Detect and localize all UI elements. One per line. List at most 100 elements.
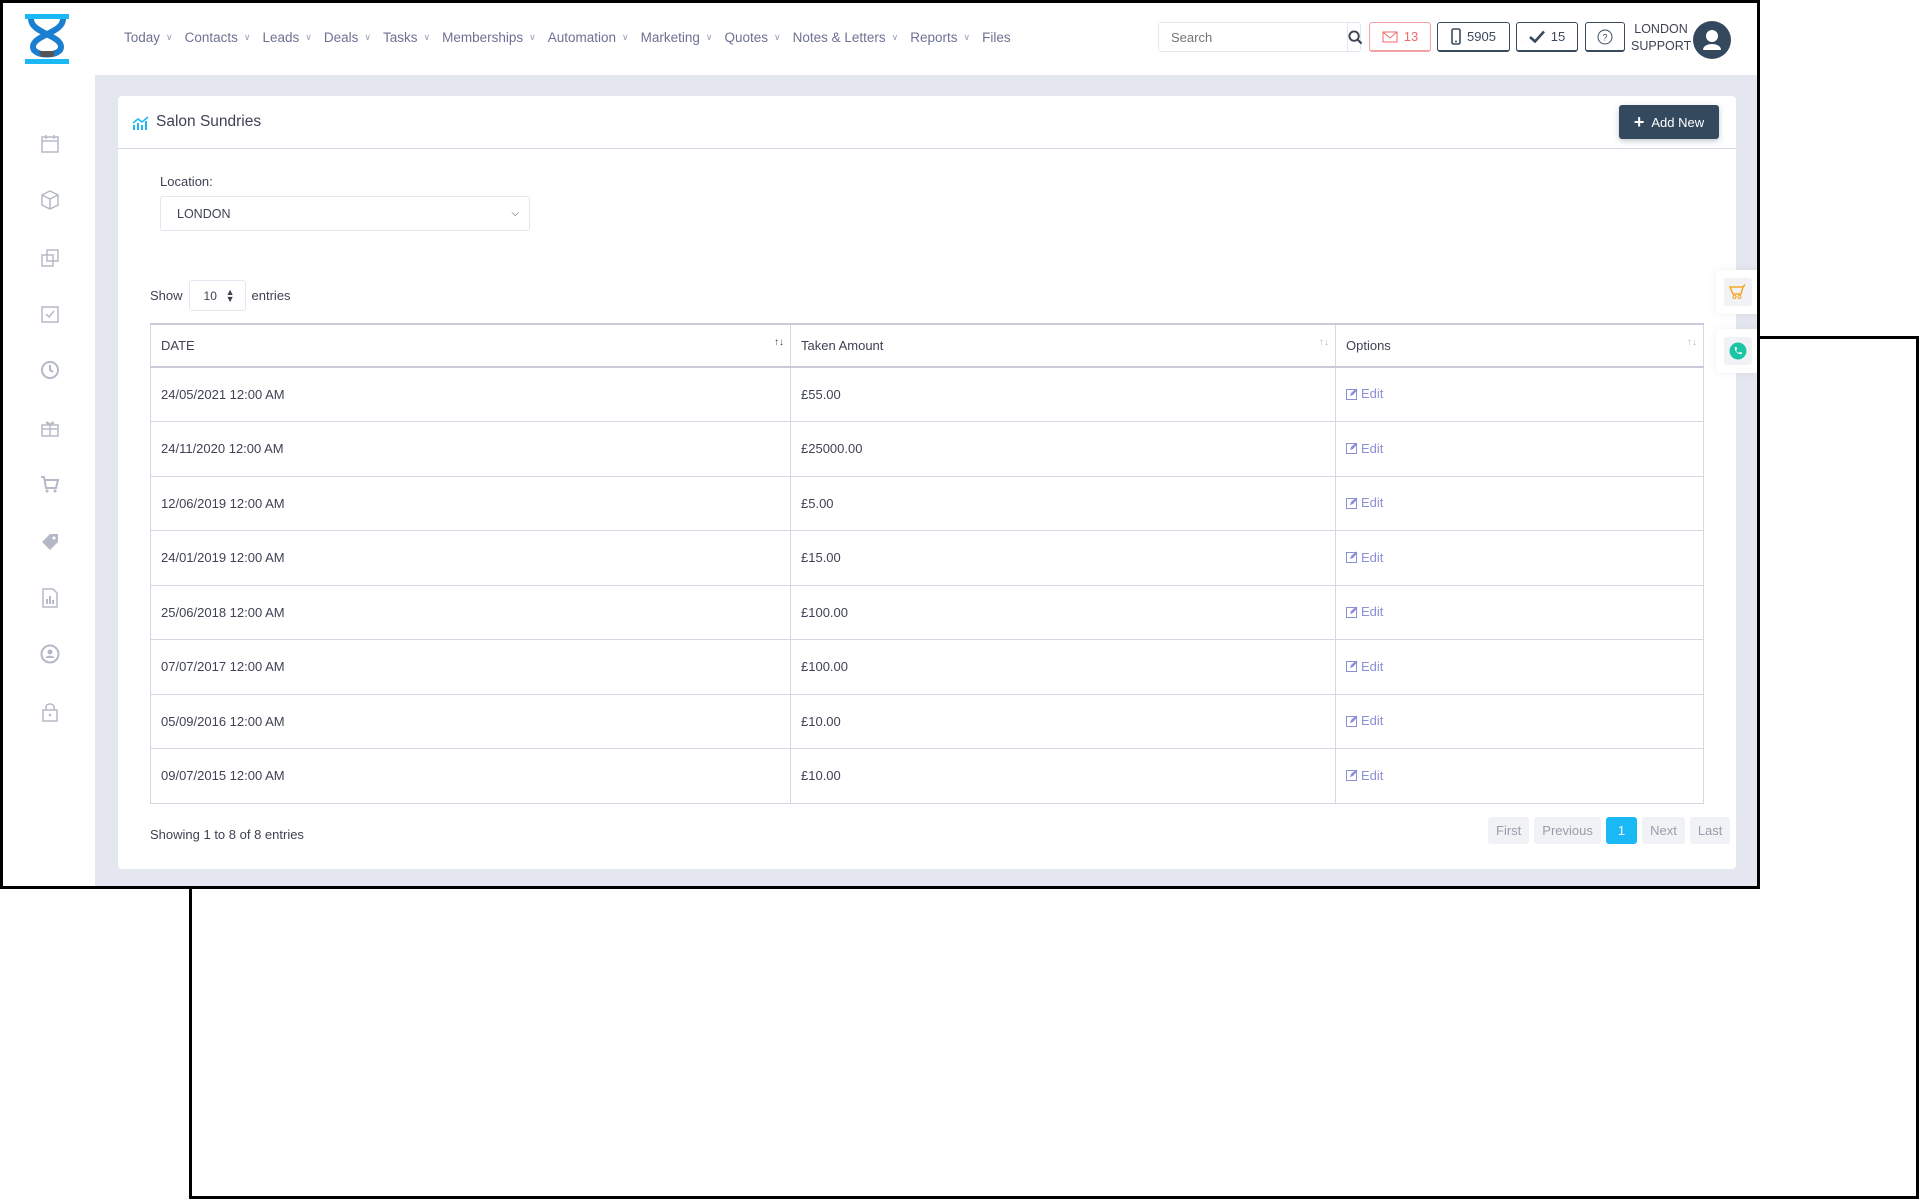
amount-cell: £25000.00	[790, 421, 1336, 477]
entries-label: entries	[251, 288, 291, 303]
chevron-down-icon: ∨	[774, 32, 781, 42]
sort-icon: ↑↓	[774, 337, 784, 348]
table-row: 24/01/2019 12:00 AM £15.00 Edit	[150, 530, 1704, 586]
options-cell: Edit	[1335, 748, 1704, 804]
user-line-2: SUPPORT	[1631, 39, 1692, 53]
edit-label: Edit	[1361, 767, 1384, 783]
nav-item-reports[interactable]: Reports ∨	[910, 30, 970, 45]
mail-icon	[1382, 31, 1398, 42]
edit-icon	[1346, 442, 1358, 454]
tags-icon[interactable]	[39, 531, 61, 553]
column-header-amount[interactable]: Taken Amount ↑↓	[790, 323, 1336, 368]
tasks-count: 15	[1550, 29, 1566, 44]
user-line-1: LONDON	[1634, 22, 1688, 36]
user-circle-icon[interactable]	[39, 643, 61, 665]
nav-item-quotes[interactable]: Quotes ∨	[725, 30, 781, 45]
page-1-button[interactable]: 1	[1605, 817, 1638, 844]
nav-item-notes-letters[interactable]: Notes & Letters ∨	[793, 30, 899, 45]
user-name[interactable]: LONDON SUPPORT	[1631, 21, 1691, 55]
nav-item-marketing[interactable]: Marketing ∨	[641, 30, 713, 45]
edit-link[interactable]: Edit	[1346, 386, 1383, 401]
location-select[interactable]: LONDON ⌵	[160, 196, 530, 231]
nav-label: Leads	[262, 30, 300, 45]
next-page-button[interactable]: Next	[1642, 817, 1685, 844]
page-length-value: 10	[203, 288, 217, 303]
last-page-button[interactable]: Last	[1689, 817, 1731, 844]
chevron-down-icon: ∨	[529, 32, 536, 42]
chart-line-icon	[132, 116, 149, 130]
first-page-button[interactable]: First	[1488, 817, 1530, 844]
date-cell: 25/06/2018 12:00 AM	[150, 584, 791, 640]
card-header: Salon Sundries + Add New	[118, 96, 1736, 149]
edit-link[interactable]: Edit	[1346, 713, 1383, 728]
main-nav: Today ∨ Contacts ∨ Leads ∨ Deals ∨ Tasks ∨ Members…	[124, 30, 1023, 45]
edit-link[interactable]: Edit	[1346, 550, 1383, 565]
date-cell: 05/09/2016 12:00 AM	[150, 693, 791, 749]
plus-icon: +	[1633, 111, 1645, 132]
location-value: LONDON	[177, 206, 231, 221]
app-window: Today ∨ Contacts ∨ Leads ∨ Deals ∨ Tasks ∨ Members…	[0, 0, 1760, 889]
box-icon[interactable]	[39, 189, 61, 211]
cart-widget[interactable]	[1716, 270, 1757, 314]
help-icon: ?	[1597, 29, 1613, 44]
nav-label: Today	[124, 30, 161, 45]
previous-page-button[interactable]: Previous	[1534, 817, 1601, 844]
report-icon[interactable]	[39, 587, 61, 609]
edit-link[interactable]: Edit	[1346, 604, 1383, 619]
options-cell: Edit	[1335, 639, 1704, 695]
column-header-date[interactable]: DATE ↑↓	[150, 323, 791, 368]
nav-item-tasks[interactable]: Tasks ∨	[383, 30, 430, 45]
search-icon[interactable]	[1347, 23, 1363, 51]
search-input[interactable]	[1159, 23, 1347, 51]
nav-item-contacts[interactable]: Contacts ∨	[185, 30, 251, 45]
chevron-down-icon: ∨	[364, 32, 371, 42]
edit-icon	[1346, 551, 1358, 563]
nav-label: Automation	[547, 30, 617, 45]
avatar[interactable]	[1693, 21, 1731, 59]
nav-label: Quotes	[724, 30, 769, 45]
lock-icon[interactable]	[39, 701, 61, 723]
date-cell: 24/11/2020 12:00 AM	[150, 421, 791, 477]
cart-icon[interactable]	[39, 473, 61, 495]
sidebar	[3, 75, 95, 886]
page-length-select[interactable]: 10 ▲ ▼	[188, 280, 246, 311]
nav-item-deals[interactable]: Deals ∨	[324, 30, 371, 45]
table-row: 09/07/2015 12:00 AM £10.00 Edit	[150, 748, 1704, 804]
chevron-down-icon: ∨	[622, 32, 629, 42]
top-header: Today ∨ Contacts ∨ Leads ∨ Deals ∨ Tasks ∨ Members…	[3, 3, 1757, 75]
chevron-down-icon: ∨	[243, 32, 251, 42]
chevron-down-icon: ∨	[166, 32, 173, 42]
nav-item-automation[interactable]: Automation ∨	[548, 30, 629, 45]
nav-item-memberships[interactable]: Memberships ∨	[442, 30, 536, 45]
edit-link[interactable]: Edit	[1346, 768, 1383, 783]
column-header-options[interactable]: Options ↑↓	[1335, 323, 1704, 368]
add-new-button[interactable]: + Add New	[1619, 105, 1719, 139]
edit-link[interactable]: Edit	[1346, 441, 1383, 456]
edit-link[interactable]: Edit	[1346, 495, 1383, 510]
gift-icon[interactable]	[39, 417, 61, 439]
history-icon[interactable]	[39, 359, 61, 381]
nav-item-files[interactable]: Files	[982, 30, 1011, 45]
nav-label: Reports	[910, 30, 958, 45]
edit-link[interactable]: Edit	[1346, 659, 1383, 674]
nav-item-leads[interactable]: Leads ∨	[263, 30, 312, 45]
edit-icon	[1346, 715, 1358, 727]
phone-widget[interactable]	[1716, 329, 1757, 373]
mail-count: 13	[1403, 29, 1419, 44]
copy-icon[interactable]	[39, 247, 61, 269]
calendar-icon[interactable]	[39, 133, 61, 155]
tasks-button[interactable]: 15	[1516, 22, 1578, 52]
column-label: DATE	[161, 338, 195, 353]
options-cell: Edit	[1335, 475, 1704, 531]
calendar-check-icon[interactable]	[39, 303, 61, 325]
amount-cell: £15.00	[790, 530, 1336, 586]
content-card: Salon Sundries + Add New Location: LONDON…	[118, 96, 1736, 869]
phone-button[interactable]: 5905	[1437, 22, 1510, 52]
cart-icon	[1729, 284, 1746, 299]
nav-item-today[interactable]: Today ∨	[124, 30, 173, 45]
help-button[interactable]: ?	[1585, 22, 1625, 52]
nav-label: Notes & Letters	[792, 30, 886, 45]
edit-label: Edit	[1361, 713, 1384, 728]
logo[interactable]	[23, 13, 71, 65]
mail-button[interactable]: 13	[1369, 22, 1431, 52]
